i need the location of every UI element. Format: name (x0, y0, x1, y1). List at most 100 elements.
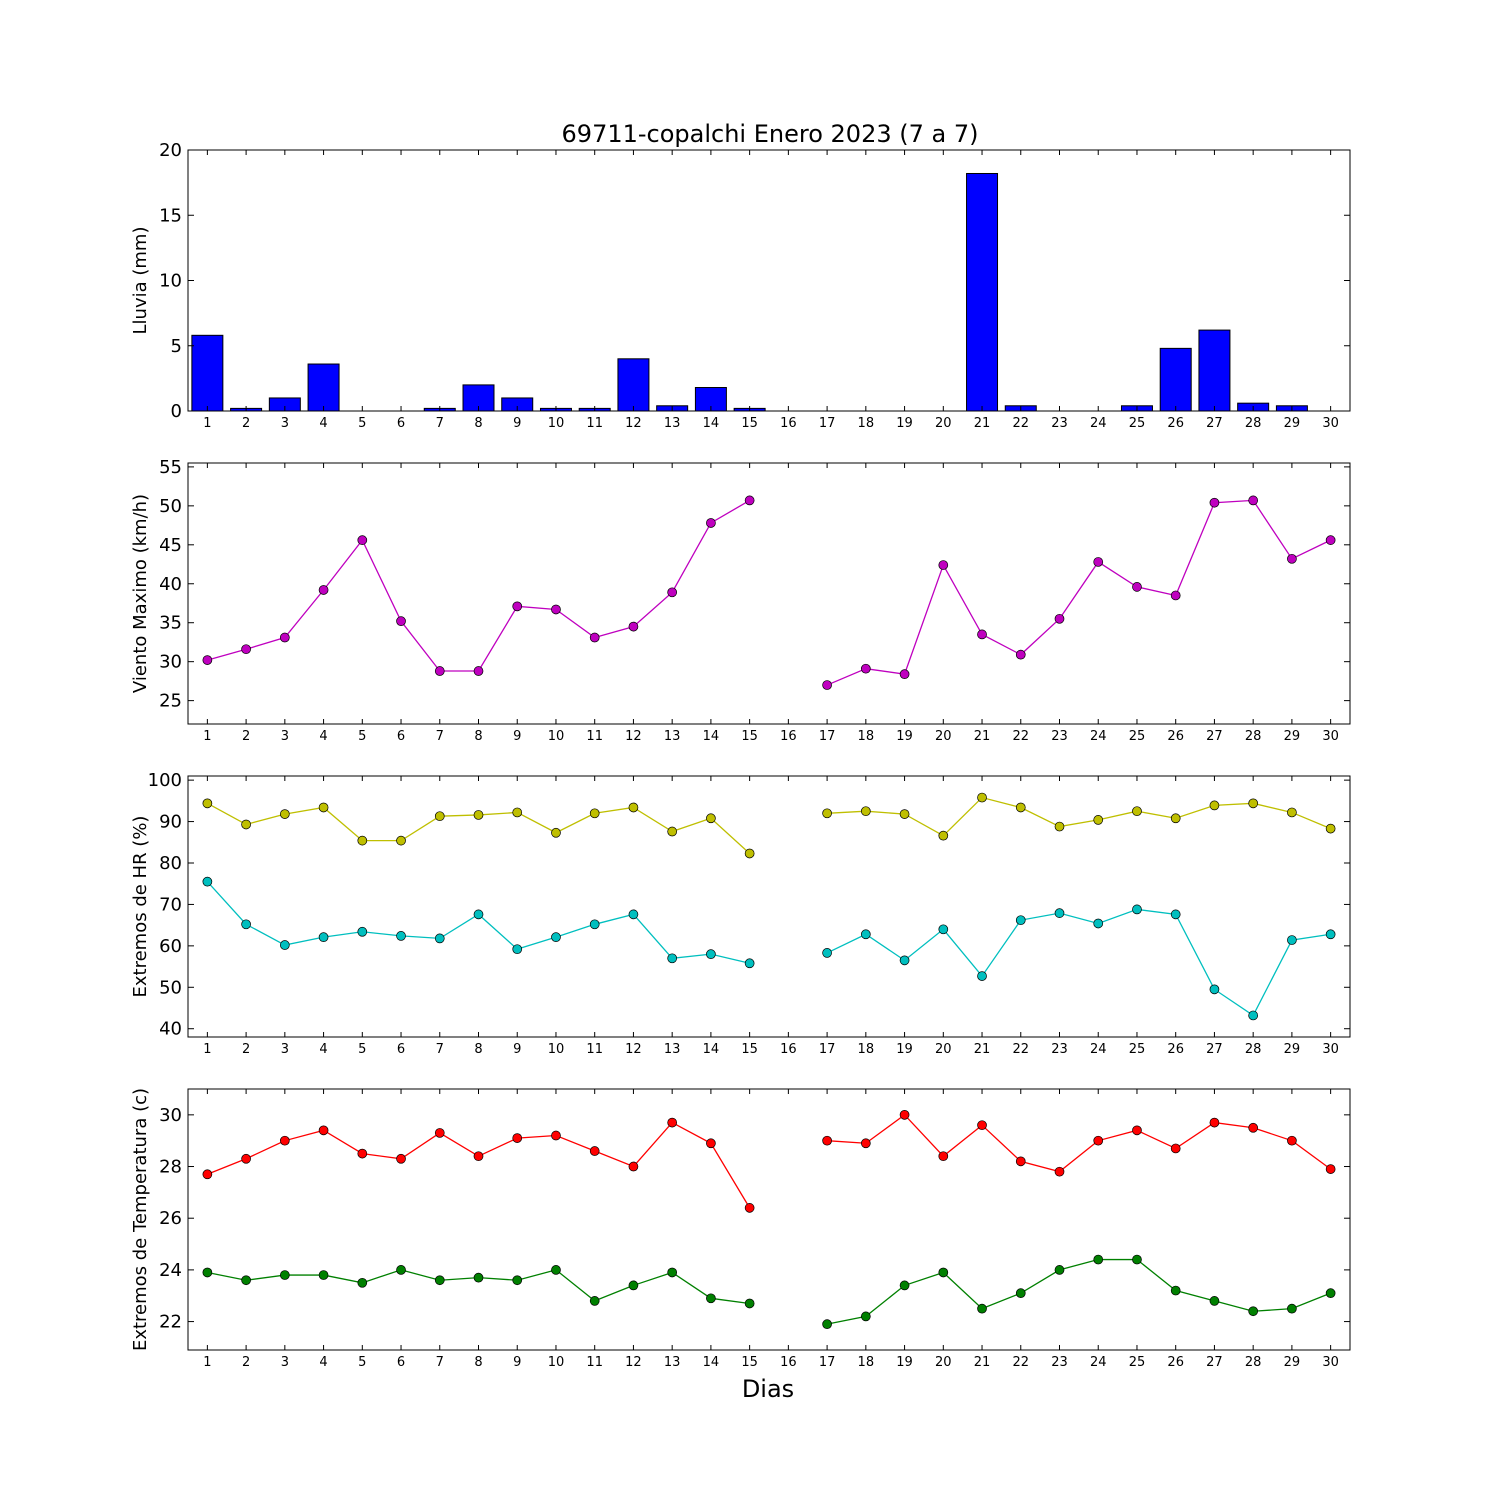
humidity-xtick-label: 20 (935, 1042, 952, 1057)
humidity-series-2-point-day-10 (551, 932, 561, 943)
temperature-xtick-label: 5 (358, 1355, 366, 1370)
temperature-xtick-label: 26 (1167, 1355, 1184, 1370)
humidity-series-2-point-day-28 (1248, 1010, 1259, 1021)
panel-rain: 1 2 3 4 5 6 7 8 9 10 11 12 13 14 15 16 17 18 19 20 21 22 23 24 2… (130, 140, 1351, 431)
temperature-series-1-point-day-30 (1325, 1164, 1336, 1174)
rain-xtick-label: 16 (780, 416, 797, 431)
temperature-series-2-point-day-14 (706, 1293, 716, 1304)
rain-xtick-label: 9 (513, 416, 521, 431)
humidity-series-2-point-day-3 (279, 940, 290, 950)
temperature-series-1-point-day-11 (589, 1146, 600, 1156)
wind-series-1-point-day-30 (1325, 535, 1336, 545)
wind-ytick-label: 45 (159, 535, 182, 556)
humidity-series-1-point-day-13 (667, 826, 678, 837)
wind-xtick-label: 9 (513, 729, 521, 744)
temperature-series-2-point-day-30 (1325, 1288, 1336, 1299)
wind-series-1 (202, 495, 1336, 690)
humidity-series-1-point-day-14 (706, 813, 716, 824)
temperature-series-1-point-day-20 (938, 1151, 949, 1162)
wind-xtick-label: 4 (319, 729, 327, 744)
temperature-ytick-label: 30 (159, 1105, 182, 1126)
temperature-ytick-label: 24 (159, 1260, 182, 1281)
temperature-series-1-point-day-29 (1287, 1135, 1297, 1146)
wind-series-1-point-day-1 (202, 655, 213, 665)
wind-xtick-label: 25 (1129, 729, 1146, 744)
temperature-series-1-point-day-21 (977, 1120, 987, 1131)
wind-series-1-point-day-14 (706, 518, 716, 528)
temperature-xtick-label: 25 (1129, 1355, 1146, 1370)
wind-xtick-label: 11 (586, 729, 603, 744)
wind-xtick-label: 5 (358, 729, 366, 744)
humidity-series-1-point-day-19 (899, 809, 910, 819)
humidity-series-1-point-day-27 (1209, 800, 1220, 811)
wind-series-1-point-day-13 (667, 587, 678, 598)
temperature-xtick-label: 10 (548, 1355, 565, 1370)
bar-day-27 (1198, 329, 1231, 412)
wind-series-1-point-day-4 (318, 585, 329, 595)
temperature-axes-frame (187, 1088, 1351, 1351)
rain-xtick-label: 12 (625, 416, 642, 431)
humidity-xtick-label: 16 (780, 1042, 797, 1057)
temperature-ytick-label: 26 (159, 1208, 182, 1229)
temperature-series-2-point-day-24 (1093, 1254, 1104, 1265)
humidity-series-1-point-day-15 (744, 848, 755, 859)
humidity-series-1-point-day-28 (1248, 798, 1259, 809)
humidity-series-1-point-day-8 (473, 810, 484, 820)
temperature-series-1-point-day-8 (473, 1151, 484, 1162)
rain-xtick-label: 20 (935, 416, 952, 431)
temperature-series-2-point-day-4 (318, 1270, 329, 1280)
rain-xtick-label: 22 (1012, 416, 1029, 431)
humidity-series-2-point-day-1 (202, 876, 213, 887)
temperature-series-2-point-day-7 (434, 1275, 445, 1286)
temperature-series-1-point-day-1 (202, 1169, 213, 1180)
rain-xtick-label: 7 (436, 416, 444, 431)
humidity-ytick-label: 40 (159, 1019, 182, 1040)
wind-xtick-label: 3 (281, 729, 289, 744)
temperature-series-2-point-day-27 (1209, 1296, 1220, 1306)
rain-xtick-label: 15 (741, 416, 758, 431)
rain-xtick-label: 19 (896, 416, 913, 431)
humidity-series-1-point-day-21 (977, 792, 987, 803)
humidity-series-2-point-day-7 (434, 933, 445, 944)
bar-day-1 (191, 334, 224, 412)
humidity-ytick-label: 90 (159, 812, 182, 833)
humidity-series-2-point-day-6 (396, 931, 406, 941)
temperature-series-2-point-day-5 (357, 1277, 368, 1288)
temperature-xtick-label: 20 (935, 1355, 952, 1370)
temperature-xtick-label: 4 (319, 1355, 327, 1370)
rain-xtick-label: 28 (1245, 416, 1262, 431)
humidity-xtick-label: 22 (1012, 1042, 1029, 1057)
wind-xtick-label: 23 (1051, 729, 1068, 744)
wind-xtick-label: 8 (474, 729, 482, 744)
wind-xtick-label: 14 (703, 729, 720, 744)
humidity-series-1-point-day-22 (1015, 802, 1026, 813)
rain-ytick-label: 10 (159, 271, 182, 292)
wind-series-1-point-day-2 (241, 644, 251, 655)
humidity-series-2-point-day-12 (628, 909, 639, 920)
humidity-series-2-point-day-13 (667, 953, 678, 964)
bar-day-4 (307, 363, 340, 412)
temperature-xtick-label: 2 (242, 1355, 250, 1370)
humidity-xtick-label: 4 (319, 1042, 327, 1057)
wind-xtick-label: 22 (1012, 729, 1029, 744)
humidity-ytick-label: 100 (148, 770, 182, 791)
wind-ytick-label: 30 (159, 652, 182, 673)
rain-xtick-label: 25 (1129, 416, 1146, 431)
wind-y-axis-label: Viento Maximo (km/h) (130, 494, 151, 693)
x-axis-label: Dias (742, 1375, 794, 1403)
temperature-xtick-label: 9 (513, 1355, 521, 1370)
humidity-xtick-label: 6 (397, 1042, 405, 1057)
temperature-series-2-point-day-18 (860, 1311, 871, 1322)
rain-xtick-label: 24 (1090, 416, 1107, 431)
wind-series-1-point-day-8 (473, 666, 484, 676)
temperature-series-1-point-day-15 (744, 1203, 755, 1213)
wind-series-1-point-day-12 (628, 621, 639, 632)
temperature-series-1-point-day-25 (1132, 1125, 1142, 1136)
chart-title: 69711-copalchi Enero 2023 (7 a 7) (562, 120, 979, 148)
rain-xtick-label: 8 (474, 416, 482, 431)
wind-xtick-label: 2 (242, 729, 250, 744)
temperature-series-2-point-day-3 (279, 1270, 290, 1280)
humidity-xtick-label: 25 (1129, 1042, 1146, 1057)
humidity-series-1-point-day-4 (318, 802, 329, 813)
